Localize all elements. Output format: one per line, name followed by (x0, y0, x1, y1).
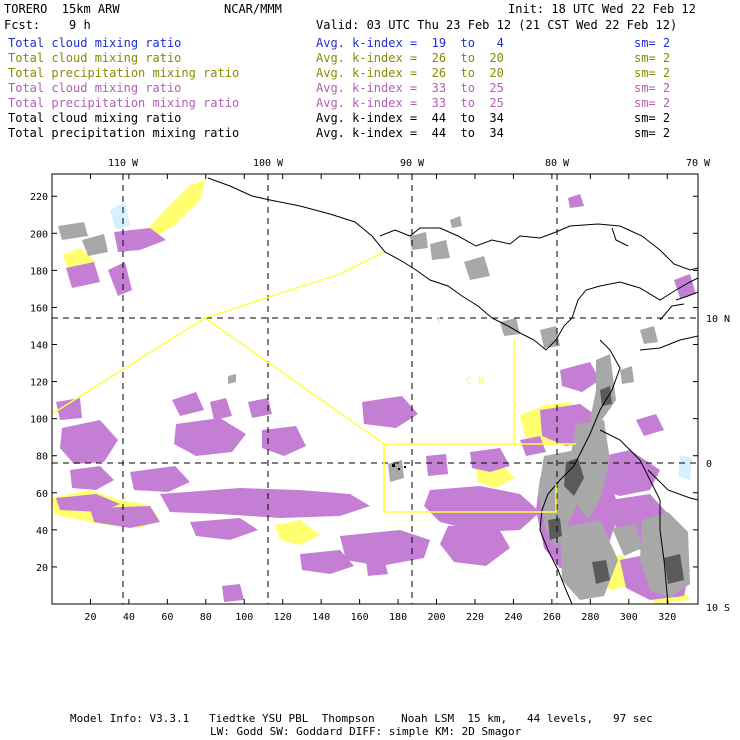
legend-field: Total precipitation mixing ratio (8, 96, 240, 110)
axis-ticks (52, 174, 698, 604)
right-lat-label: 0 (706, 459, 712, 470)
left-tick-label: 40 (36, 526, 48, 537)
cloud-field-layer (52, 174, 698, 604)
legend-sm: sm= 2 (634, 111, 671, 125)
legend-field: Total cloud mixing ratio (8, 51, 182, 65)
map-label-cr: C R (466, 376, 485, 387)
right-lat-label: 10 S (706, 603, 730, 614)
bottom-tick-label: 320 (658, 612, 676, 623)
galapagos-islands (392, 464, 406, 470)
legend-kindex: Avg. k-index = 33 to 25 (316, 81, 504, 95)
left-tick-label: 120 (30, 378, 48, 389)
top-lon-label: 90 W (400, 158, 425, 169)
legend-kindex: Avg. k-index = 26 to 20 (316, 66, 504, 80)
model-name: TORERO 15km ARW (4, 2, 120, 16)
left-tick-label: 220 (30, 192, 48, 203)
axis-tick-labels: 220 200 180 160 140 120 100 80 60 40 20 20 40 60 80 100… (30, 158, 730, 623)
legend-field: Total cloud mixing ratio (8, 81, 182, 95)
domain-boundaries (52, 251, 576, 513)
top-lon-label: 70 W (686, 158, 711, 169)
bottom-tick-label: 140 (312, 612, 330, 623)
dark-cloud-cores (548, 386, 684, 584)
legend-sm: sm= 2 (634, 81, 671, 95)
valid-time: Valid: 03 UTC Thu 23 Feb 12 (21 CST Wed … (316, 18, 678, 32)
legend-kindex: Avg. k-index = 44 to 34 (316, 126, 504, 140)
left-tick-label: 20 (36, 563, 48, 574)
bottom-tick-label: 220 (466, 612, 484, 623)
bottom-tick-label: 100 (235, 612, 253, 623)
legend-field: Total precipitation mixing ratio (8, 126, 240, 140)
bottom-tick-label: 40 (123, 612, 135, 623)
plot-border (51, 173, 699, 605)
bottom-tick-label: 80 (200, 612, 212, 623)
left-tick-label: 100 (30, 415, 48, 426)
purple-cloud-patches (56, 194, 696, 602)
top-lon-label: 100 W (253, 158, 284, 169)
legend-sm: sm= 2 (634, 51, 671, 65)
left-tick-label: 140 (30, 341, 48, 352)
legend-field: Total precipitation mixing ratio (8, 66, 240, 80)
bottom-tick-label: 160 (351, 612, 369, 623)
forecast-hour: Fcst: 9 h (4, 18, 91, 32)
left-tick-label: 60 (36, 489, 48, 500)
legend-kindex: Avg. k-index = 19 to 4 (316, 36, 504, 50)
legend-kindex: Avg. k-index = 26 to 20 (316, 51, 504, 65)
legend-field: Total cloud mixing ratio (8, 111, 182, 125)
top-lon-label: 110 W (108, 158, 139, 169)
init-time: Init: 18 UTC Wed 22 Feb 12 (508, 2, 696, 16)
legend-sm: sm= 2 (634, 126, 671, 140)
top-lon-label: 80 W (545, 158, 570, 169)
map-label-one: 1 (436, 316, 442, 327)
bottom-tick-label: 20 (84, 612, 96, 623)
center-name: NCAR/MMM (224, 2, 282, 16)
left-tick-label: 160 (30, 303, 48, 314)
bottom-tick-label: 260 (543, 612, 561, 623)
bottom-tick-label: 120 (274, 612, 292, 623)
bottom-tick-label: 180 (389, 612, 407, 623)
legend-kindex: Avg. k-index = 44 to 34 (316, 111, 504, 125)
left-tick-label: 80 (36, 452, 48, 463)
bottom-tick-label: 300 (620, 612, 638, 623)
model-info-line1: Model Info: V3.3.1 Tiedtke YSU PBL Thomp… (70, 712, 653, 725)
bottom-tick-label: 60 (161, 612, 173, 623)
legend-sm: sm= 2 (634, 36, 671, 50)
legend-sm: sm= 2 (634, 66, 671, 80)
legend-kindex: Avg. k-index = 33 to 25 (316, 96, 504, 110)
coastlines (207, 177, 698, 604)
left-tick-label: 180 (30, 266, 48, 277)
left-tick-label: 200 (30, 229, 48, 240)
legend-field: Total cloud mixing ratio (8, 36, 182, 50)
legend-sm: sm= 2 (634, 96, 671, 110)
lat-lon-grid (52, 174, 698, 604)
right-lat-label: 10 N (706, 314, 730, 325)
bottom-tick-label: 200 (427, 612, 445, 623)
bottom-tick-label: 280 (581, 612, 599, 623)
bottom-tick-label: 240 (504, 612, 522, 623)
model-info-line2: LW: Godd SW: Goddard DIFF: simple KM: 2D… (210, 725, 522, 738)
